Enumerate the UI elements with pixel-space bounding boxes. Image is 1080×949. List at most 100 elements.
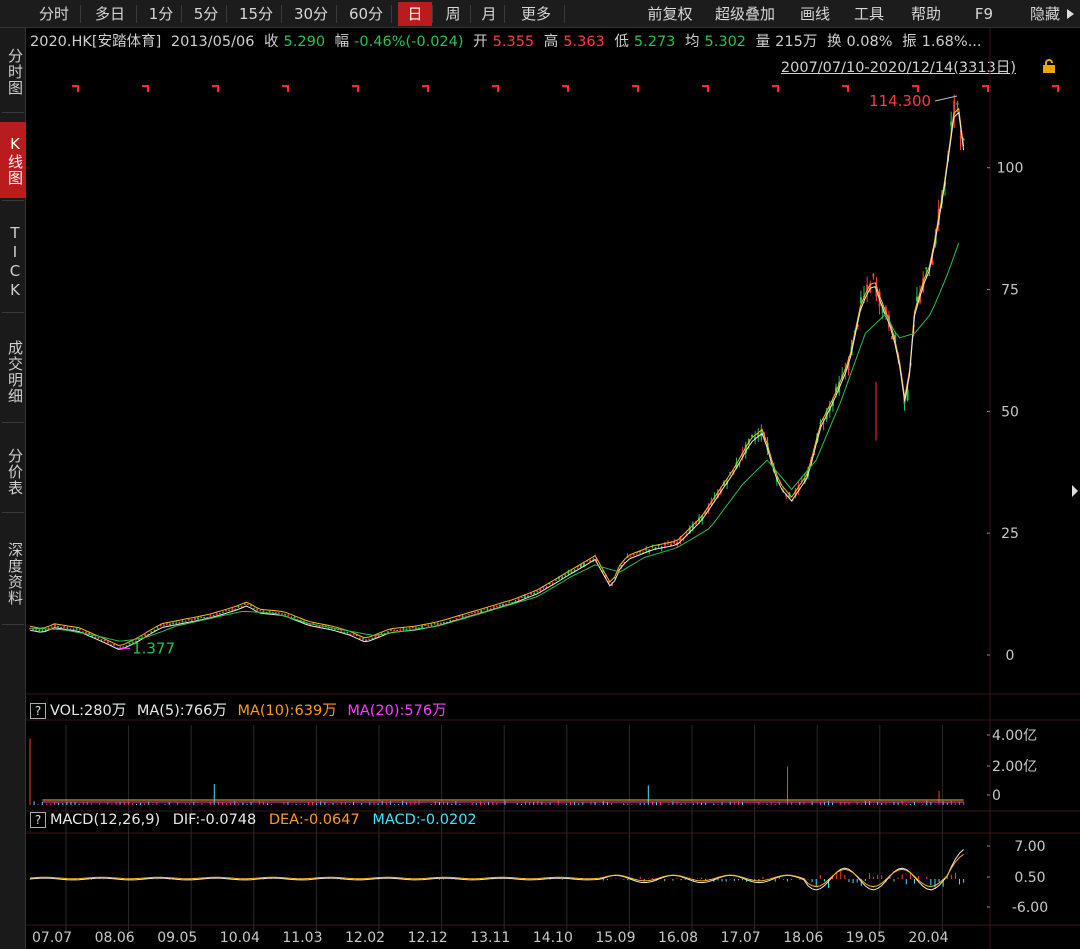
side-tab-4[interactable]: 成交明细 bbox=[6, 340, 24, 404]
candle-body bbox=[346, 631, 349, 633]
y-tick-label: 25 bbox=[1001, 526, 1019, 542]
date-range-link[interactable]: 2007/07/10-2020/12/14(3313日) bbox=[780, 60, 1016, 76]
candle-body bbox=[103, 639, 106, 641]
candle-body bbox=[399, 629, 402, 631]
candle-body bbox=[474, 612, 477, 614]
candle-body bbox=[670, 544, 673, 546]
side-tab-5[interactable]: 分价表 bbox=[6, 448, 24, 496]
candle-body bbox=[32, 628, 35, 630]
candle-body bbox=[228, 609, 231, 611]
candle-body bbox=[197, 617, 200, 620]
tool-button-1[interactable]: 前复权 bbox=[647, 5, 693, 23]
candle-body bbox=[421, 625, 424, 628]
side-tab-3[interactable]: TICK bbox=[6, 224, 24, 300]
high-annotation-leader bbox=[934, 95, 958, 102]
candle-body bbox=[368, 638, 371, 640]
candle-body bbox=[333, 628, 336, 630]
candle-body bbox=[57, 626, 60, 628]
vol-ma5: MA(5):766万 bbox=[136, 703, 227, 719]
help-icon[interactable]: ? bbox=[30, 703, 46, 719]
candle-body bbox=[741, 451, 744, 458]
macd-dif-line bbox=[29, 849, 964, 891]
candle-body bbox=[511, 602, 514, 604]
side-divider bbox=[2, 312, 24, 313]
period-tab-2[interactable]: 多日 bbox=[94, 5, 125, 23]
candle-body bbox=[203, 617, 206, 619]
candle-body bbox=[523, 595, 526, 599]
vol-tick-label: 2.00亿 bbox=[992, 759, 1037, 775]
candle-body bbox=[729, 472, 732, 474]
candle-body bbox=[442, 622, 445, 624]
candle-body bbox=[508, 602, 511, 604]
candle-body bbox=[390, 629, 392, 632]
candle-body bbox=[629, 556, 632, 558]
candle-body bbox=[470, 612, 473, 614]
candle-body bbox=[673, 541, 676, 544]
tool-button-6[interactable]: F9 bbox=[974, 5, 994, 23]
tab-divider bbox=[136, 5, 137, 23]
side-divider bbox=[2, 422, 24, 423]
x-tick-label: 13.11 bbox=[470, 930, 510, 946]
side-tab-6[interactable]: 深度资料 bbox=[6, 542, 24, 606]
candle-body bbox=[436, 622, 439, 625]
side-tab-2[interactable]: K线图 bbox=[0, 122, 26, 198]
candle-body bbox=[38, 629, 41, 632]
side-divider bbox=[2, 200, 24, 201]
side-tab-1[interactable]: 分时图 bbox=[6, 48, 24, 96]
candle-body bbox=[520, 596, 523, 598]
period-tab-7[interactable]: 60分 bbox=[348, 5, 384, 23]
candle-body bbox=[340, 630, 343, 632]
candle-body bbox=[60, 627, 63, 629]
candle-body bbox=[919, 294, 922, 303]
expand-arrow-icon[interactable] bbox=[1067, 9, 1074, 19]
tool-button-7[interactable]: 隐藏 bbox=[1029, 5, 1060, 23]
candle-body bbox=[352, 634, 355, 636]
period-tab-6[interactable]: 30分 bbox=[293, 5, 329, 23]
candle-body bbox=[458, 616, 461, 618]
candle-body bbox=[866, 284, 869, 292]
period-tab-11[interactable]: 更多 bbox=[520, 5, 551, 23]
candle-body bbox=[495, 606, 498, 608]
ma60-line bbox=[29, 242, 960, 642]
candle-body bbox=[701, 515, 704, 521]
candle-body bbox=[648, 549, 651, 552]
amplitude-label: 振 bbox=[902, 34, 917, 50]
event-marker-icon bbox=[142, 85, 149, 92]
candle-body bbox=[950, 121, 953, 126]
side-divider bbox=[2, 112, 24, 113]
period-tab-4[interactable]: 5分 bbox=[193, 5, 219, 23]
period-tab-10[interactable]: 月 bbox=[481, 5, 497, 23]
candle-body bbox=[498, 604, 501, 607]
period-tab-1[interactable]: 分时 bbox=[38, 5, 69, 23]
event-marker-icon bbox=[562, 85, 569, 92]
tool-button-5[interactable]: 帮助 bbox=[910, 5, 941, 23]
candle-body bbox=[455, 618, 458, 620]
candle-body bbox=[953, 100, 956, 117]
tool-button-4[interactable]: 工具 bbox=[853, 5, 884, 23]
tool-button-3[interactable]: 画线 bbox=[799, 5, 830, 23]
candle-body bbox=[467, 614, 470, 616]
candle-body bbox=[548, 583, 551, 585]
candle-body bbox=[601, 570, 604, 573]
candle-body bbox=[91, 635, 94, 637]
period-tab-3[interactable]: 1分 bbox=[148, 5, 174, 23]
candle-body bbox=[433, 623, 436, 625]
macd-params: MACD(12,26,9) bbox=[50, 812, 161, 828]
candle-body bbox=[237, 606, 240, 608]
candle-body bbox=[576, 566, 579, 568]
turnover-value: 0.08% bbox=[846, 34, 893, 50]
period-tab-8[interactable]: 日 bbox=[398, 2, 432, 26]
x-tick-label: 07.07 bbox=[32, 930, 72, 946]
candle-body bbox=[754, 436, 757, 440]
period-tab-5[interactable]: 15分 bbox=[238, 5, 274, 23]
candle-body bbox=[797, 484, 800, 492]
candle-body bbox=[803, 478, 806, 482]
candle-body bbox=[63, 626, 66, 628]
candle-body bbox=[617, 569, 620, 571]
help-icon[interactable]: ? bbox=[30, 812, 46, 828]
lock-icon[interactable] bbox=[1041, 58, 1057, 74]
tool-button-2[interactable]: 超级叠加 bbox=[714, 5, 775, 23]
vol-tick-label: 0 bbox=[992, 788, 1001, 804]
period-tab-9[interactable]: 周 bbox=[445, 5, 461, 23]
